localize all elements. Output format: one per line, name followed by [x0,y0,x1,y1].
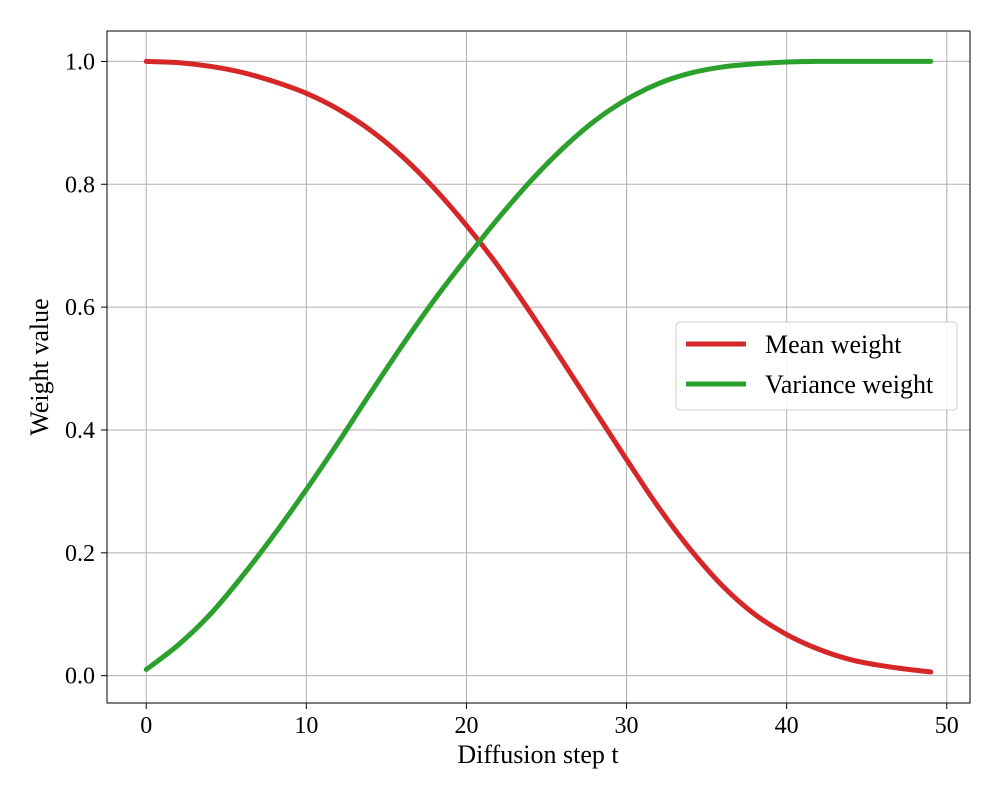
x-tick-label: 40 [775,713,799,739]
legend-label-mean-weight: Mean weight [765,330,902,359]
y-tick-label: 0.6 [65,295,95,321]
x-tick-label: 10 [294,713,318,739]
legend-box [675,321,958,411]
x-tick-label: 20 [454,713,478,739]
legend: Mean weight Variance weight [675,321,958,411]
x-axis-label: Diffusion step t [457,740,619,769]
series-group [143,58,934,675]
y-axis: 0.0 0.2 0.4 0.6 0.8 1.0 [65,49,107,690]
y-tick-label: 0.0 [65,664,95,690]
x-tick-label: 50 [935,713,959,739]
y-tick-label: 0.2 [65,541,95,567]
x-tick-label: 0 [140,713,152,739]
series-line-variance-weight [143,58,934,673]
series-line-mean-weight [143,58,934,675]
y-tick-label: 0.4 [65,418,95,444]
legend-label-variance-weight: Variance weight [765,370,934,399]
y-tick-label: 1.0 [65,49,95,75]
y-axis-label: Weight value [25,298,54,435]
plot-frame [106,30,971,704]
x-tick-label: 30 [615,713,639,739]
y-tick-label: 0.8 [65,172,95,198]
x-axis: 0 10 20 30 40 50 [140,703,959,739]
